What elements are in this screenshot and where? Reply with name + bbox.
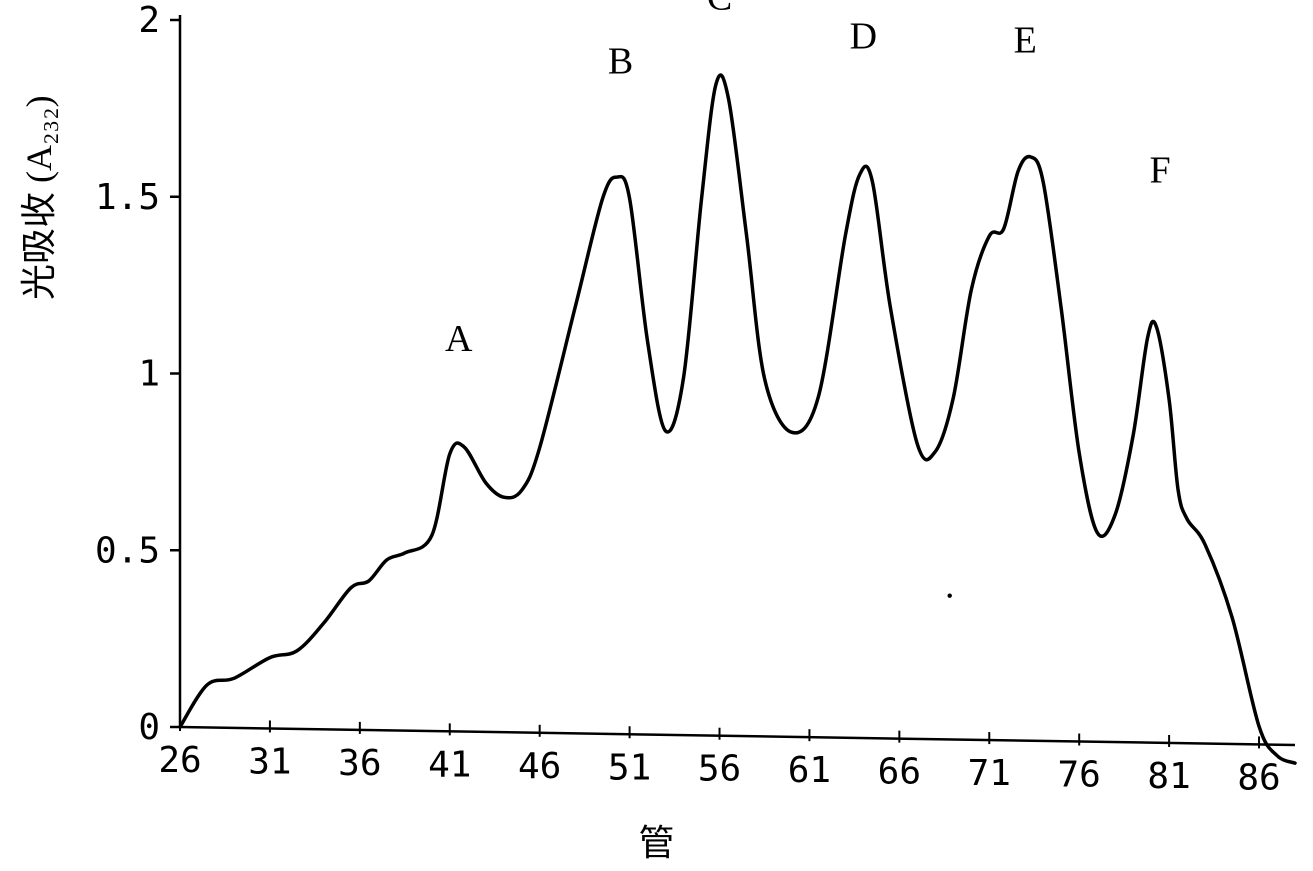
x-tick-label: 56 <box>698 749 741 790</box>
x-tick-label: 86 <box>1237 757 1280 798</box>
chromatogram-chart: 0 0.5 1 1.5 2 26 31 36 41 46 51 56 61 66 71 76 81 86 A B C D E… <box>0 0 1313 871</box>
x-tick-label: 76 <box>1058 755 1101 796</box>
y-tick-label: 0 <box>138 707 160 748</box>
y-axis-label: 光吸收 (A₂₃₂) <box>10 95 62 300</box>
stray-dot <box>948 593 952 597</box>
x-tick-label: 66 <box>878 752 921 793</box>
peak-label: B <box>608 41 633 83</box>
peak-label: D <box>850 16 877 58</box>
peak-label: E <box>1014 19 1037 61</box>
y-tick-label: 1 <box>138 354 160 395</box>
x-tick-label: 31 <box>248 741 291 782</box>
y-tick-label: 0.5 <box>95 530 160 571</box>
x-tick-label: 71 <box>968 753 1011 794</box>
x-tick-label: 81 <box>1147 756 1190 797</box>
x-tick-label: 46 <box>518 746 561 787</box>
y-tick-label: 2 <box>138 0 160 41</box>
chart-svg: 0 0.5 1 1.5 2 26 31 36 41 46 51 56 61 66 71 76 81 86 A B C D E… <box>0 0 1313 871</box>
peak-label: A <box>445 318 473 360</box>
x-tick-label: 41 <box>428 744 471 785</box>
x-tick-label: 51 <box>608 747 651 788</box>
y-tick-label: 1.5 <box>95 177 160 218</box>
x-tick-label: 61 <box>788 750 831 791</box>
x-tick-label: 26 <box>158 740 201 781</box>
peak-label: F <box>1150 150 1171 192</box>
x-tick-label: 36 <box>338 743 381 784</box>
peak-label: C <box>707 0 732 18</box>
x-axis-label: 管 <box>0 814 1313 866</box>
chromatogram-curve <box>180 75 1295 763</box>
